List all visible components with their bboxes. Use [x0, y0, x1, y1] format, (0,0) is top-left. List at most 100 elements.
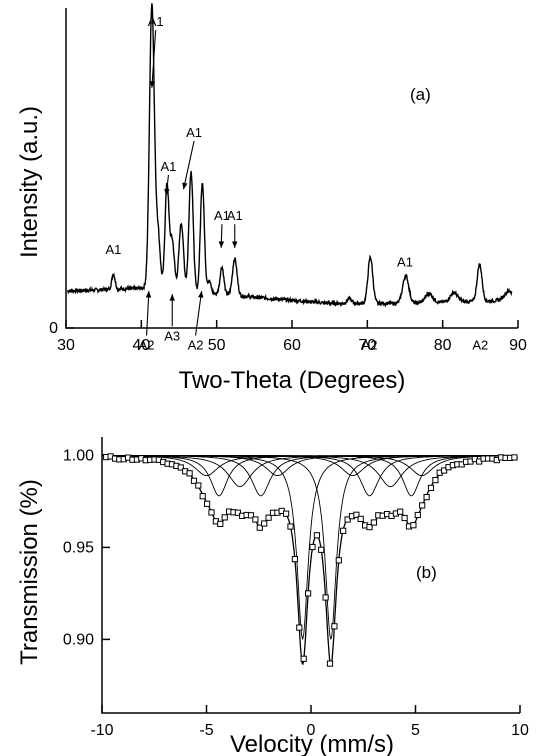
mossbauer-data-point: [511, 454, 518, 461]
mossbauer-data-points: [103, 453, 518, 667]
mossbauer-data-point: [419, 502, 426, 509]
mossbauer-data-point: [401, 514, 408, 522]
mossbauer-y-tick-label: 1.00: [63, 447, 94, 464]
xrd-annotation-arrowhead: [169, 294, 175, 301]
mossbauer-data-point: [441, 467, 448, 474]
xrd-y-axis-label: Intensity (a.u.): [16, 106, 43, 258]
xrd-peak-label: A1: [227, 208, 243, 223]
xrd-peak-label: A2: [139, 338, 155, 353]
xrd-x-tick-label: 80: [434, 337, 452, 354]
mossbauer-data-point: [414, 511, 421, 519]
mossbauer-data-point: [423, 494, 430, 501]
xrd-annotation-arrowhead: [198, 291, 204, 298]
xrd-annotation-arrowhead: [218, 241, 225, 248]
xrd-x-tick-label: 30: [57, 337, 75, 354]
mossbauer-x-ticks: -10 -5 0 5 10: [90, 705, 529, 739]
mossbauer-data-point: [366, 524, 373, 531]
mossbauer-data-point: [432, 477, 439, 484]
mossbauer-data-point: [397, 508, 404, 515]
xrd-peak-label: A1: [106, 242, 122, 257]
mossbauer-data-point: [322, 594, 329, 601]
mossbauer-x-tick-label: 10: [511, 722, 529, 739]
mossbauer-data-point: [335, 557, 342, 564]
xrd-peak-label: A1: [148, 14, 164, 29]
mossbauer-data-point: [217, 520, 224, 527]
mossbauer-data-point: [261, 520, 268, 527]
mossbauer-y-tick-label: 0.95: [63, 539, 94, 556]
xrd-x-axis-label: Two-Theta (Degrees): [179, 367, 406, 394]
xrd-x-tick-label: 40: [132, 337, 150, 354]
mossbauer-data-point: [221, 514, 228, 521]
mossbauer-data-point: [300, 655, 307, 662]
xrd-peak-label: A1: [186, 125, 202, 140]
xrd-axes-frame: [65, 8, 518, 329]
xrd-annotation-arrowhead: [232, 241, 238, 248]
mossbauer-y-ticks: 1.00 0.95 0.90: [63, 447, 110, 648]
xrd-peak-label: A1: [161, 159, 177, 174]
xrd-y-ticks: 0: [49, 320, 74, 337]
xrd-peak-label: A1: [397, 254, 413, 269]
mossbauer-data-point: [410, 522, 417, 529]
xrd-x-tick-label: 60: [283, 337, 301, 354]
mossbauer-data-point: [252, 516, 259, 523]
xrd-peak-label: A2: [362, 338, 378, 353]
mossbauer-x-tick-label: -10: [90, 722, 113, 739]
mossbauer-data-point: [357, 515, 364, 522]
mossbauer-data-point: [331, 623, 338, 630]
mossbauer-panel: -10 -5 0 5 10 1.00 0.95 0.90 (b) Velocity (mm/…: [16, 437, 529, 756]
xrd-panel-tag: (a): [410, 85, 431, 104]
mossbauer-data-point: [265, 514, 272, 521]
xrd-annotation-arrow: [195, 290, 203, 336]
mossbauer-data-point: [283, 510, 290, 517]
mossbauer-data-point: [305, 590, 312, 597]
xrd-annotation-arrowhead: [164, 188, 170, 196]
mossbauer-data-point: [318, 546, 325, 553]
xrd-annotation-arrowhead: [149, 81, 156, 88]
mossbauer-data-point: [195, 482, 202, 489]
mossbauer-fit-components: [104, 454, 517, 640]
mossbauer-data-point: [256, 524, 263, 531]
mossbauer-component-line: [104, 454, 517, 477]
xrd-x-tick-label: 70: [358, 337, 376, 354]
xrd-peak-label: A1: [214, 208, 230, 223]
mossbauer-axes-frame: [101, 437, 520, 714]
mossbauer-data-point: [199, 493, 206, 500]
mossbauer-y-axis-label: Transmission (%): [16, 479, 43, 665]
mossbauer-y-tick-label: 0.90: [63, 631, 94, 648]
mossbauer-data-point: [370, 519, 377, 526]
xrd-y-tick-label: 0: [49, 320, 58, 337]
mossbauer-data-point: [326, 660, 334, 667]
mossbauer-data-point: [313, 532, 320, 539]
mossbauer-data-point: [204, 500, 211, 507]
mossbauer-data-point: [186, 470, 193, 477]
mossbauer-data-point: [190, 477, 198, 484]
xrd-annotation-arrow: [151, 30, 157, 88]
mossbauer-data-point: [234, 509, 242, 516]
xrd-peak-label: A3: [164, 328, 180, 343]
xrd-annotation-arrow: [146, 291, 150, 336]
mossbauer-data-point: [247, 512, 255, 519]
xrd-annotation-arrow: [182, 140, 195, 190]
xrd-x-tick-label: 50: [208, 337, 226, 354]
mossbauer-data-point: [344, 516, 351, 523]
xrd-peak-label: A2: [472, 338, 488, 353]
mossbauer-x-tick-label: 0: [307, 722, 316, 739]
mossbauer-data-point: [353, 511, 360, 518]
xrd-x-ticks: 30 40 50 60 70 80 90: [57, 320, 527, 354]
xrd-annotation-arrowhead: [145, 291, 152, 298]
mossbauer-x-tick-label: 5: [411, 722, 420, 739]
mossbauer-data-point: [296, 624, 303, 631]
mossbauer-x-tick-label: -5: [199, 722, 213, 739]
mossbauer-data-point: [208, 509, 215, 516]
xrd-peak-label: A2: [188, 338, 204, 353]
mossbauer-data-point: [309, 543, 316, 551]
mossbauer-data-point: [177, 464, 184, 471]
mossbauer-data-point: [287, 523, 294, 530]
xrd-annotation-arrowhead: [182, 182, 188, 190]
mossbauer-x-axis-label: Velocity (mm/s): [230, 731, 394, 756]
mossbauer-data-point: [340, 527, 347, 534]
mossbauer-total-fit-line: [103, 456, 518, 667]
